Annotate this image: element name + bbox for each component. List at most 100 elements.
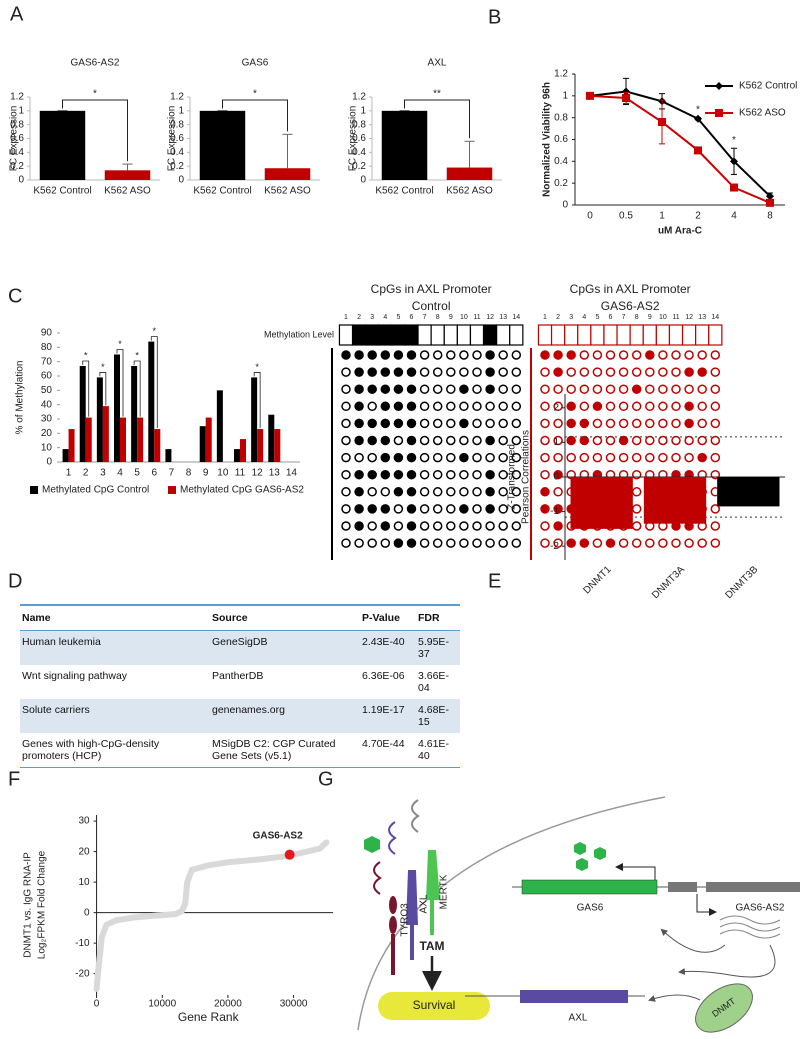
cpg-dot [432,367,443,377]
cpg-dot [697,384,707,394]
cpg-dot [406,418,417,429]
cpg-dot [472,452,482,463]
cpg-dot [432,504,443,514]
cpg-dot [592,418,603,429]
x-axis-label: uM Ara-C [658,226,702,237]
cpg-dot [354,350,364,360]
cpg-dot [553,452,563,463]
legend-swatch [30,486,38,494]
cpg-dot [658,538,668,548]
cpg-dot [671,350,681,360]
cpg-dot [446,538,456,548]
y-tick-label: 0 [562,200,568,211]
cpg-dot [446,350,456,360]
cpg-dot [684,435,694,446]
cpg-dot [498,504,508,514]
column-label: 1 [344,314,348,321]
table-row: Solute carriers genenames.org 1.19E-17 4.68… [20,699,460,733]
highlight-point [284,849,295,860]
cpg-dot [393,452,404,463]
cpg-dot [511,487,522,497]
x-tick-label: 8 [186,468,192,479]
cpg-dot [367,418,377,429]
cpg-dot [367,384,377,394]
level-cell [537,324,553,346]
bar [216,390,223,462]
cpg-dot [579,401,590,412]
chart-title: GAS6 [242,58,269,69]
marker [622,87,630,96]
significance-label: * [118,339,122,349]
panel-label: B [488,6,501,28]
cpg-dot [618,418,629,429]
significance-bracket [82,360,90,417]
cpg-dot [498,367,508,377]
y-tick-label: 1.2 [10,92,24,103]
x-axis-label: Gene Rank [178,1010,240,1024]
marker [694,114,702,123]
panel-label: E [488,570,501,592]
cpg-dot [710,504,721,514]
panel-label: F [8,768,20,790]
significance-bracket [133,360,141,417]
cpg-dot [419,367,430,377]
header-cell: FDR [416,604,460,631]
pathway-label: TAM [419,939,444,953]
table-cell: Solute carriers [20,699,210,733]
column-label: 14 [711,314,719,321]
y-tick-label: 0 [84,907,90,918]
significance-bracket [116,349,124,417]
cpg-dot [432,401,443,412]
y-axis-label: Z-Transformed [507,444,518,510]
bar [268,414,275,462]
bar [96,377,103,462]
y-tick-label: 0 [360,175,366,186]
cpg-dot [380,418,391,429]
cpg-dot [406,487,417,497]
cpg-dot [432,384,443,394]
cpg-dot [354,538,364,548]
legend-label: Methylated CpG GAS6-AS2 [180,485,304,496]
table-header: Name Source P-Value FDR [20,604,460,631]
cpg-dot [432,521,443,531]
rna [719,915,781,939]
outcome-box [378,992,490,1020]
series-line [589,94,771,204]
bar [717,477,780,507]
marker [715,82,723,90]
level-cell [655,324,671,346]
cpg-dot [419,350,430,360]
y-tick-label: 0.2 [10,161,24,172]
marker [586,91,594,100]
cpg-dot [354,435,364,446]
cpg-dot [645,384,655,394]
legend-label: Methylated CpG Control [42,485,149,496]
cpg-dot [406,367,417,377]
cpg-dot [553,521,563,531]
level-cell [469,324,485,346]
x-tick-label: DNMT3A [650,564,687,601]
significance-bracket [62,99,128,162]
cpg-dot [645,401,655,412]
significance-label: * [253,89,257,100]
x-tick-label: 0.5 [619,211,633,222]
column-label: 2 [556,314,560,321]
column-label: 3 [569,314,573,321]
y-tick-label: 0.6 [554,134,568,145]
y-axis-label: Log₂FPKM Fold Change [37,850,48,959]
y-tick-label: 0.4 [170,147,184,158]
table-cell: PantherDB [212,670,264,682]
significance-label: * [153,326,157,336]
bar [120,417,126,462]
cpg-dot [459,367,469,377]
cpg-dot [380,504,391,514]
marker [715,109,723,117]
cpg-dot [592,435,603,446]
cpg-dot [631,504,642,514]
header-cell: P-Value [360,604,416,631]
y-tick-label: 1.2 [170,92,184,103]
cpg-dot [432,350,443,360]
cpg-dot [354,418,364,429]
cpg-dot [553,504,563,514]
